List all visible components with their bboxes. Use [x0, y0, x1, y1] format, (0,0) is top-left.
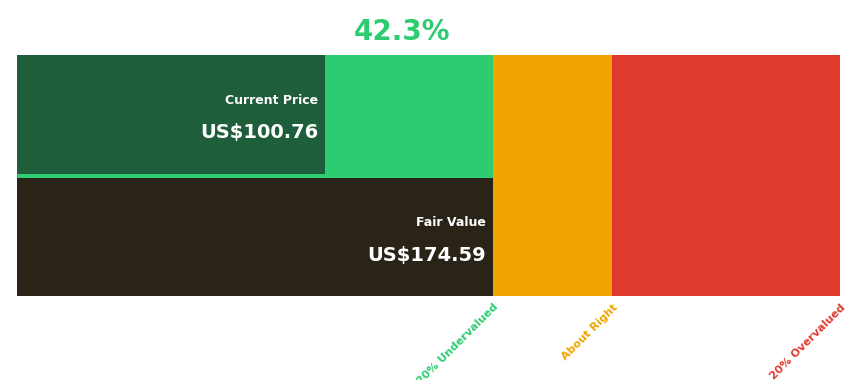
Bar — [17, 178, 492, 296]
Text: US$174.59: US$174.59 — [367, 246, 486, 265]
Text: US$100.76: US$100.76 — [199, 123, 318, 142]
Text: 42.3%: 42.3% — [354, 17, 450, 46]
Bar — [17, 55, 492, 296]
Text: Undervalued: Undervalued — [354, 88, 459, 103]
Text: About Right: About Right — [559, 302, 619, 362]
Text: Fair Value: Fair Value — [416, 216, 486, 229]
Text: 20% Overvalued: 20% Overvalued — [768, 302, 846, 380]
Bar — [612, 55, 839, 296]
Text: 20% Undervalued: 20% Undervalued — [415, 302, 499, 380]
Bar — [492, 55, 612, 296]
Bar — [17, 55, 325, 174]
Text: Current Price: Current Price — [225, 93, 318, 106]
